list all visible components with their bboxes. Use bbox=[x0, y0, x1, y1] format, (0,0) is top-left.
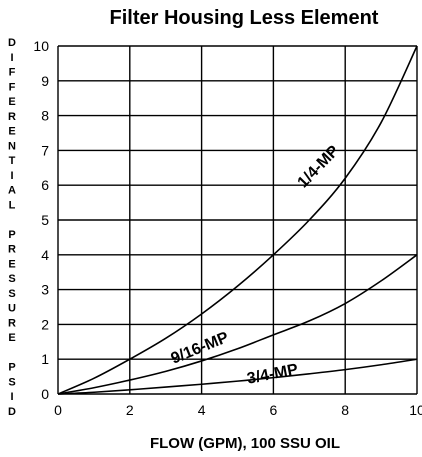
y-axis-label-char: L bbox=[9, 199, 16, 211]
series-labels: 1/4-MP9/16-MP3/4-MP bbox=[169, 142, 343, 387]
series bbox=[57, 45, 418, 395]
y-axis-label-char: S bbox=[8, 288, 15, 300]
y-axis-label-char: P bbox=[8, 362, 15, 374]
y-axis-label-char: I bbox=[10, 170, 13, 182]
y-tick-label: 6 bbox=[41, 177, 49, 193]
x-tick-label: 10 bbox=[409, 402, 422, 418]
y-tick-label: 2 bbox=[41, 316, 49, 332]
series-line-1 bbox=[57, 254, 418, 395]
grid bbox=[57, 45, 418, 395]
y-tick-label: 10 bbox=[33, 38, 49, 54]
y-axis-label-char: U bbox=[8, 303, 16, 315]
y-tick-label: 9 bbox=[41, 73, 49, 89]
y-axis-label-char: F bbox=[9, 81, 16, 93]
y-axis-label-char: A bbox=[8, 185, 16, 197]
series-line-2 bbox=[57, 358, 418, 395]
axis-ticks: 0 2 4 6 8 10 0 1 2 3 4 5 6 7 8 9 10 bbox=[33, 38, 422, 418]
y-axis-label-char: D bbox=[8, 406, 16, 418]
x-tick-label: 0 bbox=[54, 402, 62, 418]
y-axis-label-char: R bbox=[8, 317, 16, 329]
y-tick-label: 4 bbox=[41, 247, 49, 263]
y-axis-label-char: R bbox=[8, 111, 16, 123]
series-label-0: 1/4-MP bbox=[295, 142, 343, 191]
series-label-2: 3/4-MP bbox=[246, 361, 300, 388]
y-axis-label-char: F bbox=[9, 67, 16, 79]
y-tick-label: 1 bbox=[41, 351, 49, 367]
y-axis-label-char: E bbox=[8, 332, 15, 344]
y-axis-label-char: T bbox=[9, 155, 16, 167]
y-axis-label-char: I bbox=[10, 391, 13, 403]
y-axis-label-char: S bbox=[8, 376, 15, 388]
y-axis-label-char: D bbox=[8, 37, 16, 49]
y-axis-label-char: S bbox=[8, 273, 15, 285]
series-line-0 bbox=[57, 45, 418, 395]
y-axis-label-char: R bbox=[8, 244, 16, 256]
y-tick-label: 3 bbox=[41, 282, 49, 298]
x-tick-label: 6 bbox=[270, 402, 278, 418]
x-tick-label: 4 bbox=[198, 402, 206, 418]
x-tick-label: 2 bbox=[126, 402, 134, 418]
y-tick-label: 8 bbox=[41, 108, 49, 124]
y-tick-label: 0 bbox=[41, 386, 49, 402]
y-axis-label-char: N bbox=[8, 140, 16, 152]
x-tick-label: 8 bbox=[341, 402, 349, 418]
y-tick-label: 7 bbox=[41, 142, 49, 158]
y-axis-label-char: P bbox=[8, 229, 15, 241]
y-axis-label-char: E bbox=[8, 126, 15, 138]
x-axis-label: FLOW (GPM), 100 SSU OIL bbox=[150, 435, 340, 452]
chart-title: Filter Housing Less Element bbox=[110, 7, 379, 29]
y-tick-label: 5 bbox=[41, 212, 49, 228]
y-axis-label-char: I bbox=[10, 52, 13, 64]
y-axis-label-char: E bbox=[8, 258, 15, 270]
y-axis-label-char: E bbox=[8, 96, 15, 108]
